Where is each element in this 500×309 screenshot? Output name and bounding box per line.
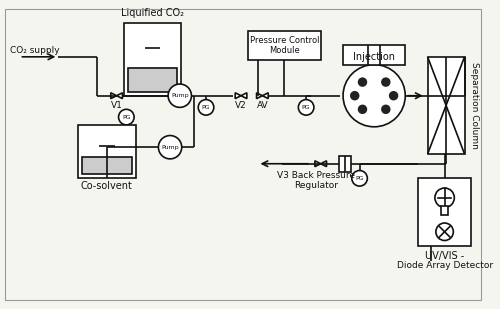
- Circle shape: [351, 92, 358, 99]
- Bar: [440, 205, 448, 215]
- Text: Module: Module: [269, 45, 300, 54]
- Text: V2: V2: [235, 101, 247, 110]
- Text: Injection: Injection: [353, 52, 395, 62]
- Text: Co-solvent: Co-solvent: [81, 181, 133, 191]
- Circle shape: [382, 105, 390, 113]
- Polygon shape: [320, 161, 326, 167]
- Polygon shape: [235, 93, 241, 99]
- Bar: [428, 57, 465, 154]
- Bar: [248, 31, 320, 60]
- Text: Separation Column: Separation Column: [470, 62, 479, 149]
- Circle shape: [435, 188, 454, 207]
- Polygon shape: [241, 93, 247, 99]
- Circle shape: [436, 223, 454, 240]
- Text: Pump: Pump: [171, 93, 188, 98]
- Text: Diode Array Detector: Diode Array Detector: [396, 261, 492, 270]
- Text: PG: PG: [356, 176, 364, 181]
- Bar: [124, 23, 181, 96]
- Polygon shape: [111, 93, 116, 99]
- Circle shape: [352, 171, 368, 186]
- Circle shape: [358, 105, 366, 113]
- Polygon shape: [262, 93, 268, 99]
- Circle shape: [382, 78, 390, 86]
- Circle shape: [198, 99, 214, 115]
- Bar: [128, 68, 177, 92]
- Text: Pressure Control: Pressure Control: [250, 36, 319, 45]
- Bar: [343, 45, 406, 65]
- Circle shape: [118, 109, 134, 125]
- Text: Liquified CO₂: Liquified CO₂: [121, 8, 184, 18]
- Bar: [82, 157, 132, 174]
- Text: AV: AV: [256, 101, 268, 110]
- Bar: [339, 156, 351, 171]
- Text: V3 Back Pressure: V3 Back Pressure: [277, 171, 355, 180]
- Text: V1: V1: [110, 101, 122, 110]
- Bar: [418, 178, 472, 246]
- Polygon shape: [315, 161, 320, 167]
- Text: CO₂ supply: CO₂ supply: [10, 45, 59, 54]
- Text: PG: PG: [202, 105, 210, 110]
- Circle shape: [390, 92, 398, 99]
- Circle shape: [358, 78, 366, 86]
- Polygon shape: [116, 93, 122, 99]
- Circle shape: [298, 99, 314, 115]
- Polygon shape: [256, 93, 262, 99]
- Text: UV/VIS -: UV/VIS -: [425, 251, 464, 261]
- Text: Regulator: Regulator: [294, 181, 338, 190]
- Circle shape: [158, 136, 182, 159]
- Text: Pump: Pump: [162, 145, 179, 150]
- Text: PG: PG: [302, 105, 310, 110]
- Bar: [78, 125, 136, 178]
- Circle shape: [168, 84, 192, 107]
- Text: PG: PG: [122, 115, 130, 120]
- Circle shape: [343, 65, 406, 127]
